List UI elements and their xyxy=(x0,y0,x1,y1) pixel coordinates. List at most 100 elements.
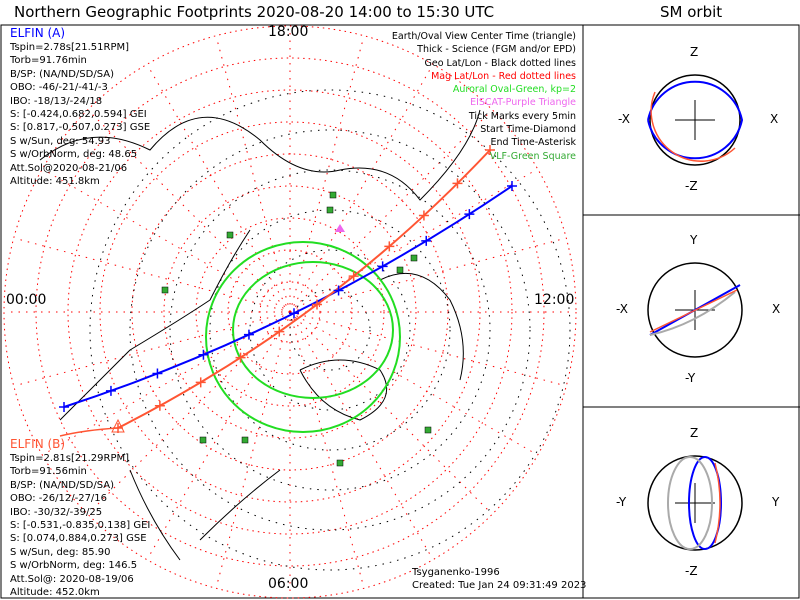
sm-axis-label-top: Y xyxy=(690,233,698,247)
auroral-oval-outer xyxy=(205,241,401,433)
legend-item: VLF-Green Square xyxy=(489,150,576,162)
legend-item: Tick Marks every 5min xyxy=(468,110,576,122)
vlf-station-square xyxy=(396,266,404,274)
elfin-a-line: S: [-0.424,0.682,0.594] GEI xyxy=(10,109,147,121)
sm-axis-label-top: Z xyxy=(690,45,699,59)
sm-axis-label-bottom: -Z xyxy=(685,564,698,578)
elfin-a-line: IBO: -18/13/-24/18 xyxy=(10,95,103,107)
legend-item: Start Time-Diamond xyxy=(480,124,576,136)
elfin-a-tick xyxy=(243,329,254,340)
coastline xyxy=(39,109,481,561)
legend-item: Auroral Oval-Green, kp=2 xyxy=(452,84,576,96)
vlf-station-square xyxy=(241,436,249,444)
sm-axes xyxy=(675,100,715,140)
elfin-b-line: Tspin=2.81s[21.29RPM] xyxy=(10,453,130,464)
elfin-a-line: B/SP: (NA/ND/SD/SA) xyxy=(10,68,114,80)
elfin-a-line: Att.Sol@2020-08-21/06 xyxy=(10,162,128,174)
elfin-a-name: ELFIN (A) xyxy=(10,26,66,40)
elfin-b-line: S: [-0.531,-0.835,0.138] GEI xyxy=(10,520,151,532)
sm-axis-label-bottom: -Y xyxy=(685,371,696,385)
hour-label-bottom: 06:00 xyxy=(268,576,309,592)
sm-axis-label-right: Y xyxy=(772,495,780,509)
hour-label-right: 12:00 xyxy=(534,292,575,308)
elfin-a-line: OBO: -46/-21/-41/-3 xyxy=(10,82,108,94)
eiscat-triangle xyxy=(335,224,345,232)
mag-lon-line xyxy=(289,311,565,386)
sm-orbit-b xyxy=(650,91,736,162)
elfin-a-tick xyxy=(421,235,432,246)
elfin-a-tick xyxy=(152,368,163,379)
elfin-b-tick xyxy=(113,423,123,433)
elfin-a-line: Tspin=2.78s[21.51RPM] xyxy=(10,42,130,53)
mag-lat-circle xyxy=(227,249,353,375)
vlf-station-square xyxy=(424,426,432,434)
vlf-station-square xyxy=(336,459,344,467)
elfin-a-line: Torb=91.76min xyxy=(10,55,87,67)
mag-lat-circle xyxy=(99,121,481,503)
elfin-b-line: S: [0.074,0.884,0.273] GSE xyxy=(10,533,147,545)
sm-axis-label-top: Z xyxy=(690,426,699,440)
elfin-b-line: Att.Sol@: 2020-08-19/06 xyxy=(10,573,134,585)
mag-lon-line xyxy=(289,311,433,559)
mag-lon-line xyxy=(289,238,565,313)
model-label: Tsyganenko-1996 xyxy=(412,567,500,578)
geo-lat-circle xyxy=(209,209,451,451)
elfin-b-line: S w/OrbNorm, deg: 146.5 xyxy=(10,560,138,572)
elfin-b-tick xyxy=(384,241,395,252)
elfin-b-line: B/SP: (NA/ND/SD/SA) xyxy=(10,479,114,491)
elfin-b-tick xyxy=(485,145,495,155)
plot-title: Northern Geographic Footprints 2020-08-2… xyxy=(14,3,495,21)
elfin-b-line: S w/Sun, deg: 85.90 xyxy=(10,546,111,558)
sm-earth-circle xyxy=(649,74,741,166)
legend-item: EISCAT-Purple Triangle xyxy=(470,97,576,109)
elfin-a-tick xyxy=(105,385,116,396)
auroral-oval-inner xyxy=(232,261,394,399)
elfin-a-tick xyxy=(507,181,517,191)
elfin-b-tick xyxy=(452,178,463,189)
sm-frame xyxy=(582,24,800,599)
sm-orbit-b xyxy=(649,289,738,333)
vlf-station-square xyxy=(226,231,234,239)
elfin-b-tick xyxy=(274,326,285,337)
mag-lat-circle xyxy=(163,185,417,439)
mag-lon-line xyxy=(147,65,291,313)
elfin-a-line: Altitude: 451.8km xyxy=(10,176,100,188)
mag-lat-circle xyxy=(35,57,545,567)
elfin-a-line: S: [0.817,-0.507,0.273] GSE xyxy=(10,122,151,134)
elfin-b-line: OBO: -26/12/-27/16 xyxy=(10,493,108,505)
elfin-a-tick xyxy=(333,285,344,296)
vlf-station-square xyxy=(326,206,334,214)
elfin-b-tick xyxy=(195,377,206,388)
elfin-b-line: Altitude: 452.0km xyxy=(10,587,100,599)
elfin-a-tick xyxy=(198,349,209,360)
elfin-b-tick xyxy=(312,299,322,310)
elfin-a-line: S w/Sun, deg: 54.93 xyxy=(10,135,111,147)
elfin-b-name: ELFIN (B) xyxy=(10,437,66,451)
elfin-a-info: Tspin=2.78s[21.51RPM] Torb=91.76min B/SP: … xyxy=(10,41,150,188)
sm-axis-label-bottom: -Z xyxy=(685,179,698,193)
sm-axis-label-left: -X xyxy=(618,112,630,126)
sm-axis-label-left: -Y xyxy=(616,495,627,509)
geo-lat-circle xyxy=(249,249,411,411)
sm-orbit-a xyxy=(688,456,722,550)
elfin-b-tick xyxy=(154,400,165,411)
elfin-a-tick xyxy=(289,308,299,319)
sm-orbit-title: SM orbit xyxy=(660,3,723,21)
hour-label-left: 00:00 xyxy=(6,292,47,308)
hour-label-top: 18:00 xyxy=(268,24,309,40)
elfin-a-tick xyxy=(59,402,69,412)
legend-item: Earth/Oval View Center Time (triangle) xyxy=(391,31,576,42)
mag-lon-line xyxy=(15,238,291,313)
geo-lat-circle xyxy=(129,129,531,531)
geo-lat-circle xyxy=(169,169,491,491)
vlf-station-square xyxy=(410,254,418,262)
geo-lat-circle xyxy=(89,89,571,571)
legend-item: Mag Lat/Lon - Red dotted lines xyxy=(431,70,576,82)
mag-lat-circle xyxy=(3,25,577,599)
vlf-station-square xyxy=(329,191,337,199)
sm-axes xyxy=(675,483,715,523)
mag-lon-line xyxy=(289,311,492,514)
geo-lat-circle xyxy=(289,289,371,371)
sm-earth-circle xyxy=(647,262,743,358)
